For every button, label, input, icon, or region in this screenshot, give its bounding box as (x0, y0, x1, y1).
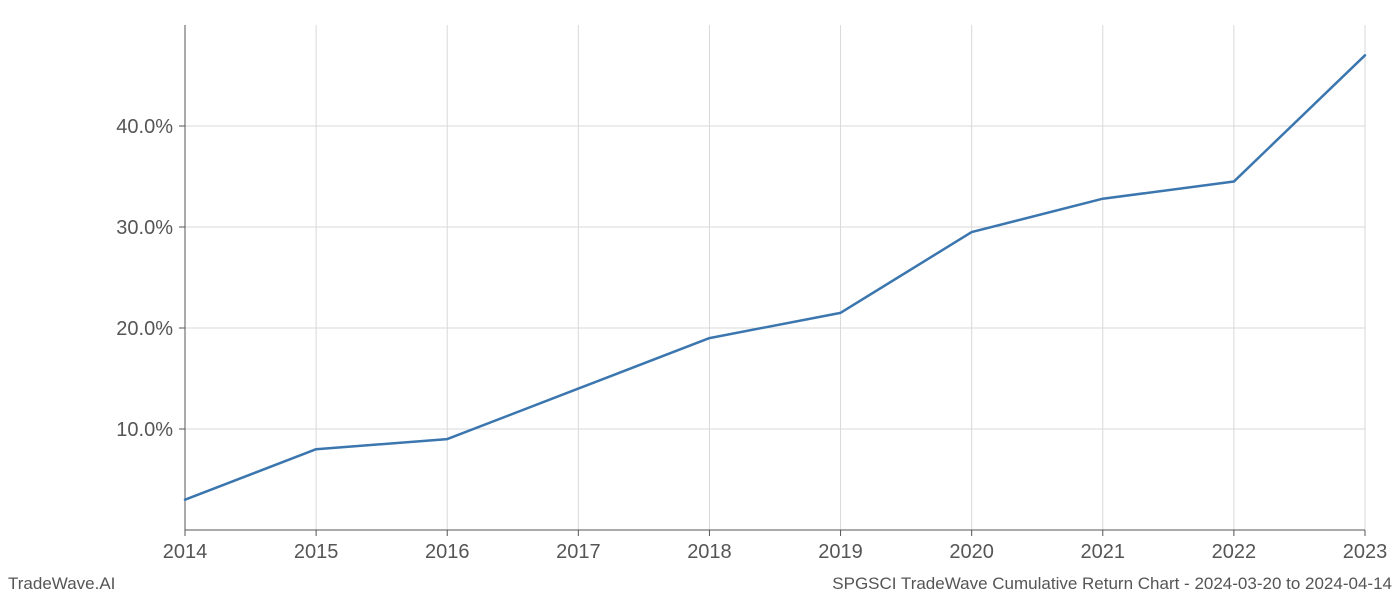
data-line (185, 55, 1365, 499)
footer-right-text: SPGSCI TradeWave Cumulative Return Chart… (832, 574, 1392, 594)
x-tick-label: 2017 (556, 541, 601, 563)
y-tick-label: 20.0% (116, 318, 173, 340)
chart-container: 2014 2015 2016 2017 2018 2019 2020 2021 2022 2023… (0, 0, 1400, 600)
x-tick-label: 2020 (949, 541, 994, 563)
y-tick-label: 40.0% (116, 116, 173, 138)
y-tick-label: 30.0% (116, 217, 173, 239)
x-tick-label: 2022 (1212, 541, 1257, 563)
x-tick-label: 2016 (425, 541, 470, 563)
y-tick-label: 10.0% (116, 419, 173, 441)
x-tick-label: 2018 (687, 541, 732, 563)
x-tick-label: 2014 (163, 541, 208, 563)
footer-left-text: TradeWave.AI (8, 574, 115, 594)
x-tick-label: 2023 (1343, 541, 1388, 563)
line-chart: 2014 2015 2016 2017 2018 2019 2020 2021 2022 2023… (0, 0, 1400, 600)
x-tick-label: 2015 (294, 541, 339, 563)
x-tick-label: 2021 (1081, 541, 1126, 563)
x-tick-label: 2019 (818, 541, 863, 563)
